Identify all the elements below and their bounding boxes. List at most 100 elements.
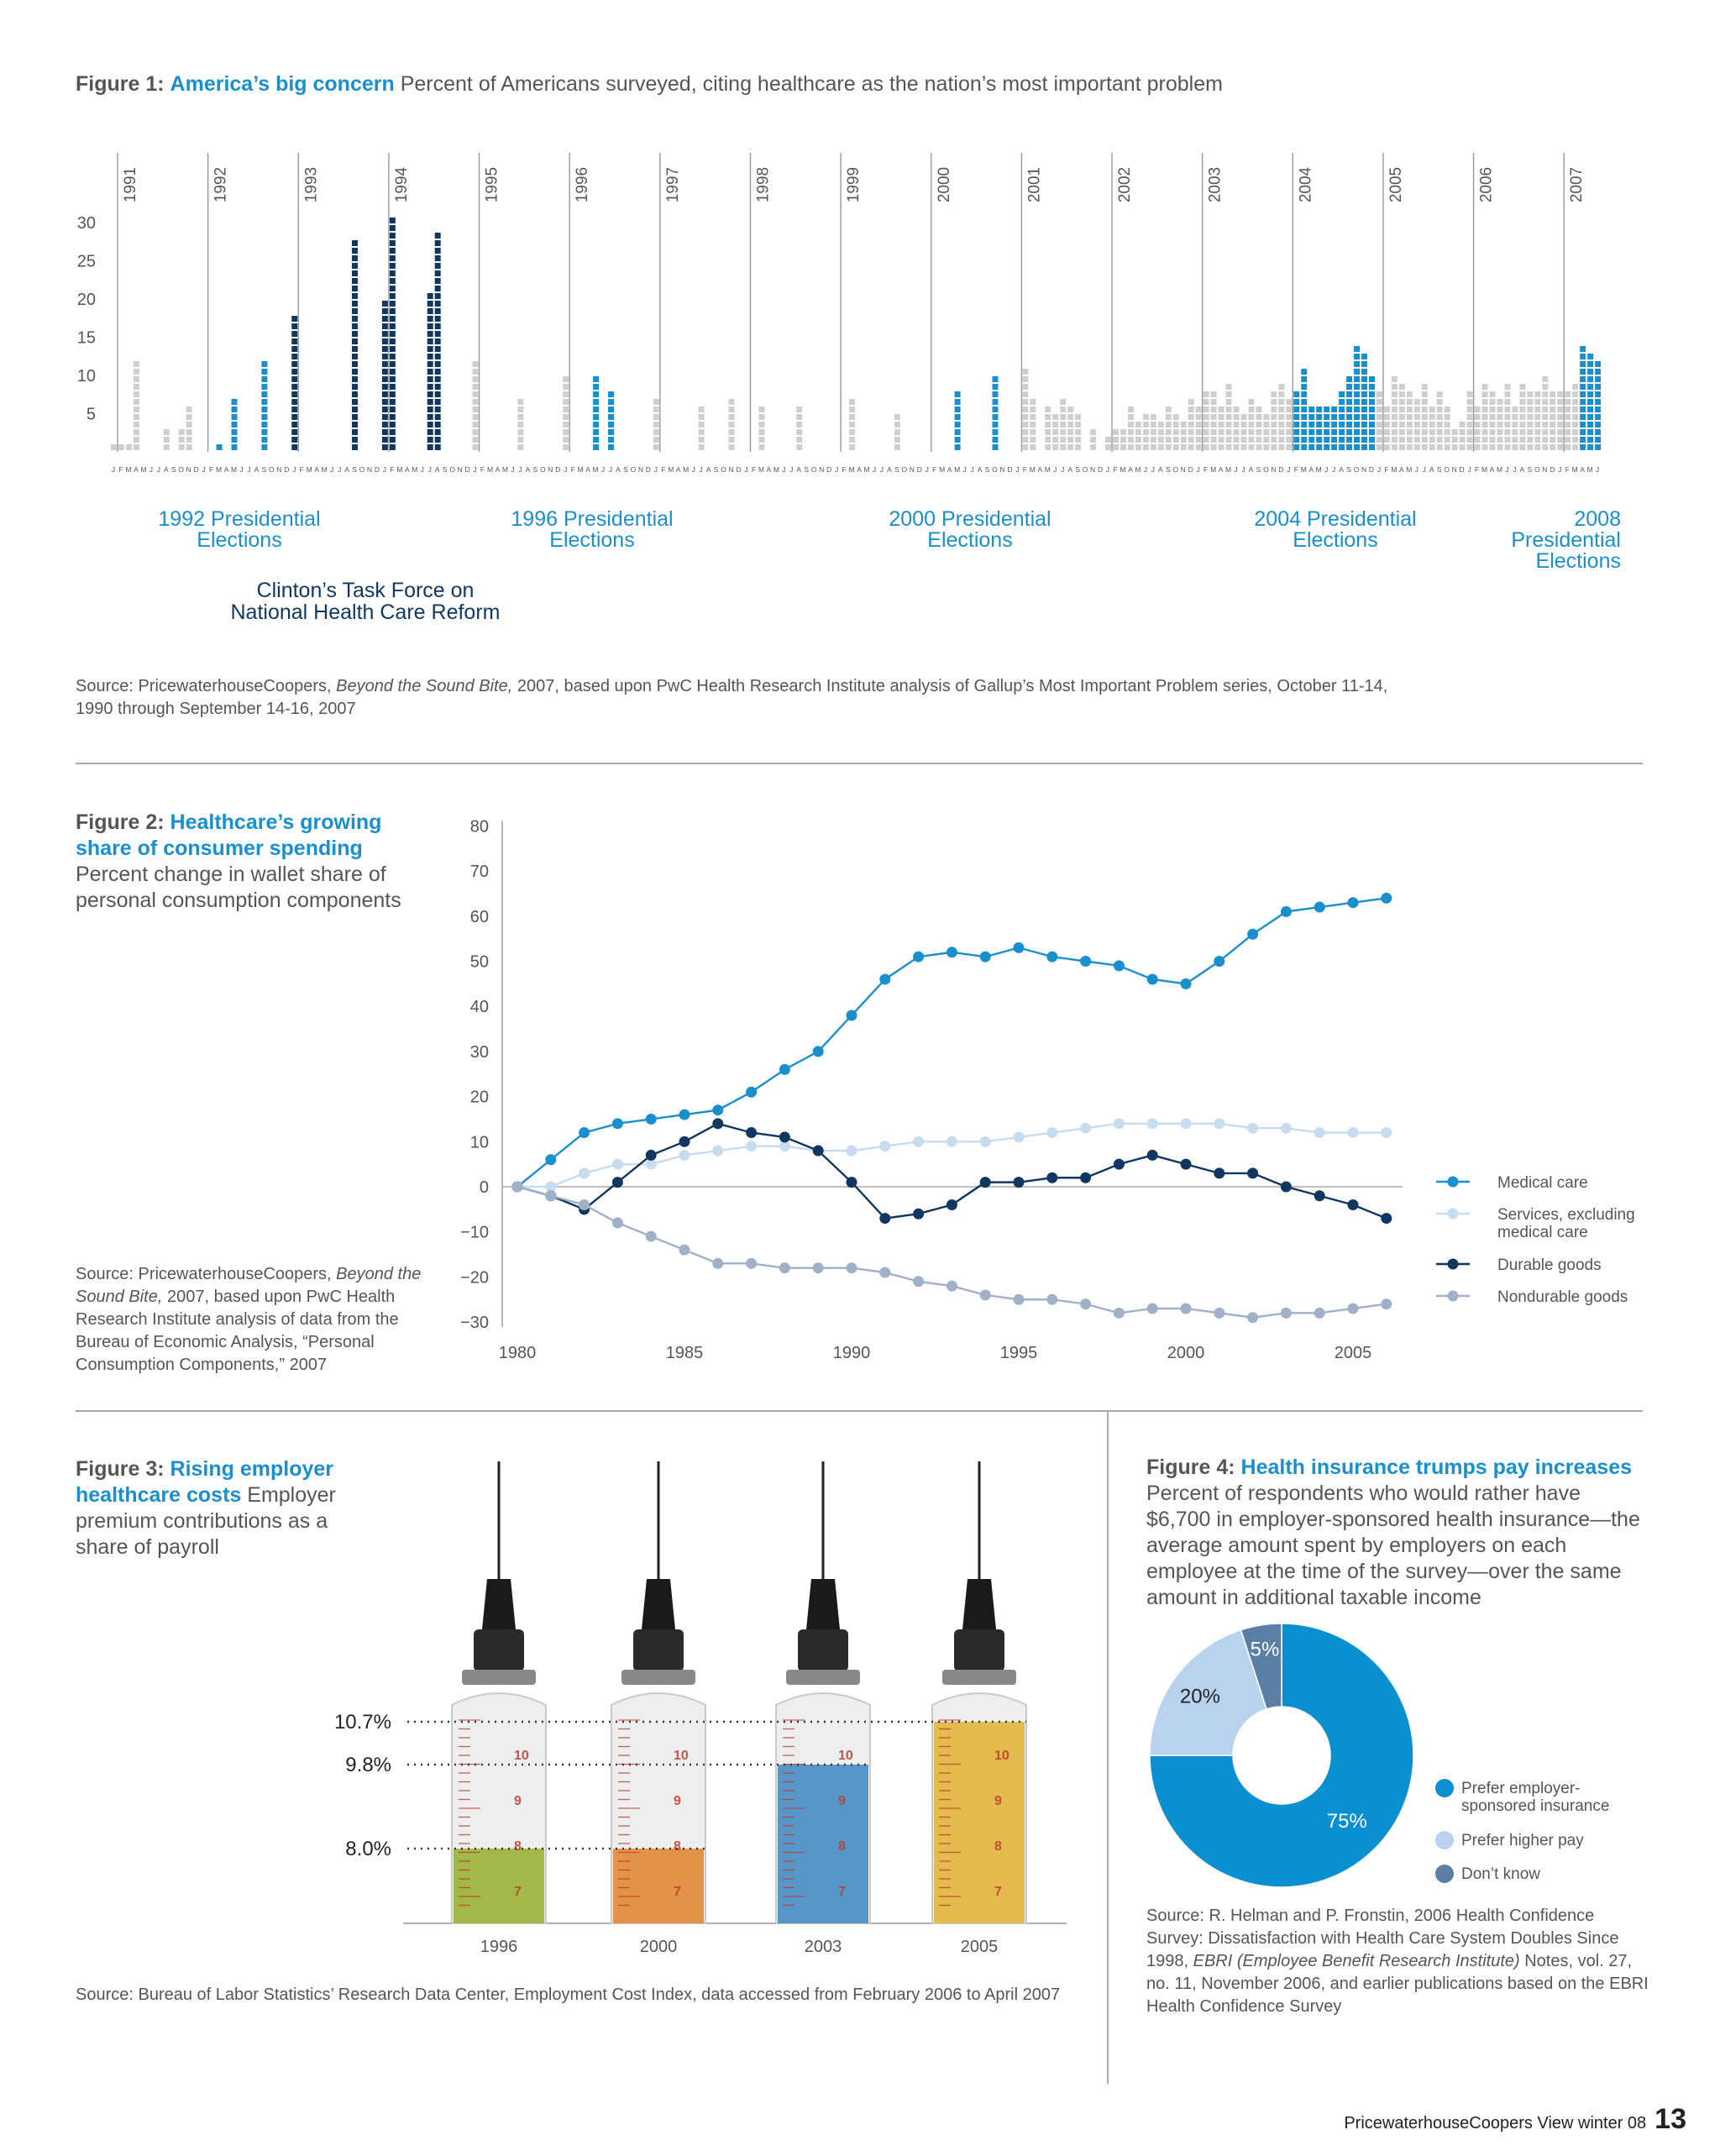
bar-cell (352, 346, 359, 352)
bar-cell (1474, 422, 1481, 428)
y-tick-label: 40 (470, 998, 489, 1016)
bar-cell (352, 437, 359, 443)
bar-cell (1436, 422, 1443, 428)
month-tick: A (1158, 465, 1163, 474)
bar-cell (261, 369, 268, 375)
data-point (1247, 1122, 1259, 1134)
data-point (1347, 1127, 1359, 1139)
month-tick: A (1249, 465, 1254, 474)
bar-cell (1354, 437, 1361, 443)
bar-cell (653, 399, 659, 405)
fig3-source: Source: Bureau of Labor Statistics’ Rese… (76, 1986, 1061, 2004)
fig1-heading: Figure 1: America’s big concern Percent … (76, 72, 1223, 96)
month-tick: F (752, 465, 756, 474)
bar-cell (1580, 414, 1586, 420)
bar-cell (352, 278, 359, 284)
bar-cell (1519, 429, 1526, 435)
bar-cell (1301, 429, 1308, 435)
bar-cell (381, 376, 388, 382)
data-point (812, 1145, 824, 1157)
bar-cell (1308, 437, 1315, 443)
bar-cell (291, 384, 298, 390)
bar-cell (1172, 414, 1179, 420)
bar-cell (1271, 407, 1277, 412)
bar-cell (1271, 422, 1277, 428)
bar-cell (1504, 384, 1511, 390)
bar-cell (1519, 414, 1526, 420)
scale-number: 10 (838, 1749, 853, 1763)
month-tick: D (194, 465, 199, 474)
data-point (611, 1158, 623, 1170)
scale-number: 10 (674, 1749, 689, 1763)
month-tick: M (396, 465, 402, 474)
bar-cell (1572, 422, 1579, 428)
bar-cell (1429, 414, 1435, 420)
data-point (545, 1181, 557, 1193)
month-tick: J (1558, 465, 1561, 474)
y-tick-label: 5 (87, 406, 96, 424)
month-tick: M (758, 465, 764, 474)
bar-cell (1587, 422, 1594, 428)
bar-cell (608, 429, 614, 435)
fig4-slices: 75% 20% 5% (1149, 1623, 1414, 1888)
bar-cell (291, 331, 298, 337)
legend-label-line: medical care (1497, 1224, 1588, 1241)
bar-cell (1474, 437, 1481, 443)
month-bar (1172, 414, 1179, 450)
month-tick: J (601, 465, 605, 474)
month-bar (1429, 407, 1435, 450)
month-bar (1512, 407, 1518, 450)
month-tick: A (1037, 465, 1042, 474)
month-tick: J (873, 465, 876, 474)
bar-cell (427, 437, 433, 443)
bar-cell (1248, 444, 1255, 450)
bar-cell (1354, 346, 1361, 352)
bar-cell (758, 444, 765, 450)
month-tick: O (1354, 465, 1360, 474)
bar-cell (1534, 414, 1541, 420)
bar-cell (1142, 422, 1149, 428)
bar-cell (1587, 444, 1594, 450)
bar-cell (389, 331, 396, 337)
data-point (1381, 892, 1392, 904)
month-bar (1595, 361, 1602, 450)
month-bar (1301, 369, 1308, 450)
month-bar (1188, 399, 1194, 450)
bar-cell (1481, 407, 1488, 412)
bar-cell (796, 407, 803, 412)
bar-cell (1354, 384, 1361, 390)
fig2-legend: Medical care Services, excluding medical c… (1436, 1174, 1635, 1306)
bar-cell (563, 422, 569, 428)
month-tick: F (1203, 465, 1208, 474)
metal-ring (786, 1670, 860, 1685)
bar-cell (352, 354, 359, 359)
month-tick: A (585, 465, 590, 474)
bar-cell (1398, 429, 1405, 435)
year-label: 2007 (1568, 167, 1586, 202)
month-tick: J (292, 465, 296, 474)
data-point (1046, 951, 1058, 963)
bar-cell (1120, 429, 1126, 435)
bar-cell (1512, 444, 1518, 450)
bar-cell (427, 369, 433, 375)
bar-cell (352, 308, 359, 314)
bar-cell (472, 369, 479, 375)
bar-cell (1565, 422, 1571, 428)
bar-cell (1308, 422, 1315, 428)
month-bar (1052, 414, 1059, 450)
bar-cell (1391, 422, 1398, 428)
bar-cell (1271, 399, 1277, 405)
bar-cell (1346, 414, 1353, 420)
bar-cell (1459, 422, 1466, 428)
bar-cell (894, 422, 900, 428)
fig1-bar-chart: 5 10 15 20 25 30 1991 1992 1993 1994 1995 1996 1997… (77, 153, 1602, 474)
legend-marker (1447, 1208, 1459, 1220)
bar-cell (728, 407, 735, 412)
bar-cell (1466, 407, 1473, 412)
data-point (1180, 1303, 1192, 1314)
bar-cell (1444, 437, 1450, 443)
annotation-2000-text: 2000 Presidential Elections (889, 507, 1051, 552)
month-tick: A (796, 465, 801, 474)
bar-cell (427, 407, 433, 412)
month-bar (1180, 422, 1187, 450)
